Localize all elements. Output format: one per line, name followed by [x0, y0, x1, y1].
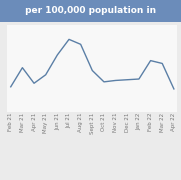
Text: per 100,000 population in: per 100,000 population in — [22, 6, 159, 15]
